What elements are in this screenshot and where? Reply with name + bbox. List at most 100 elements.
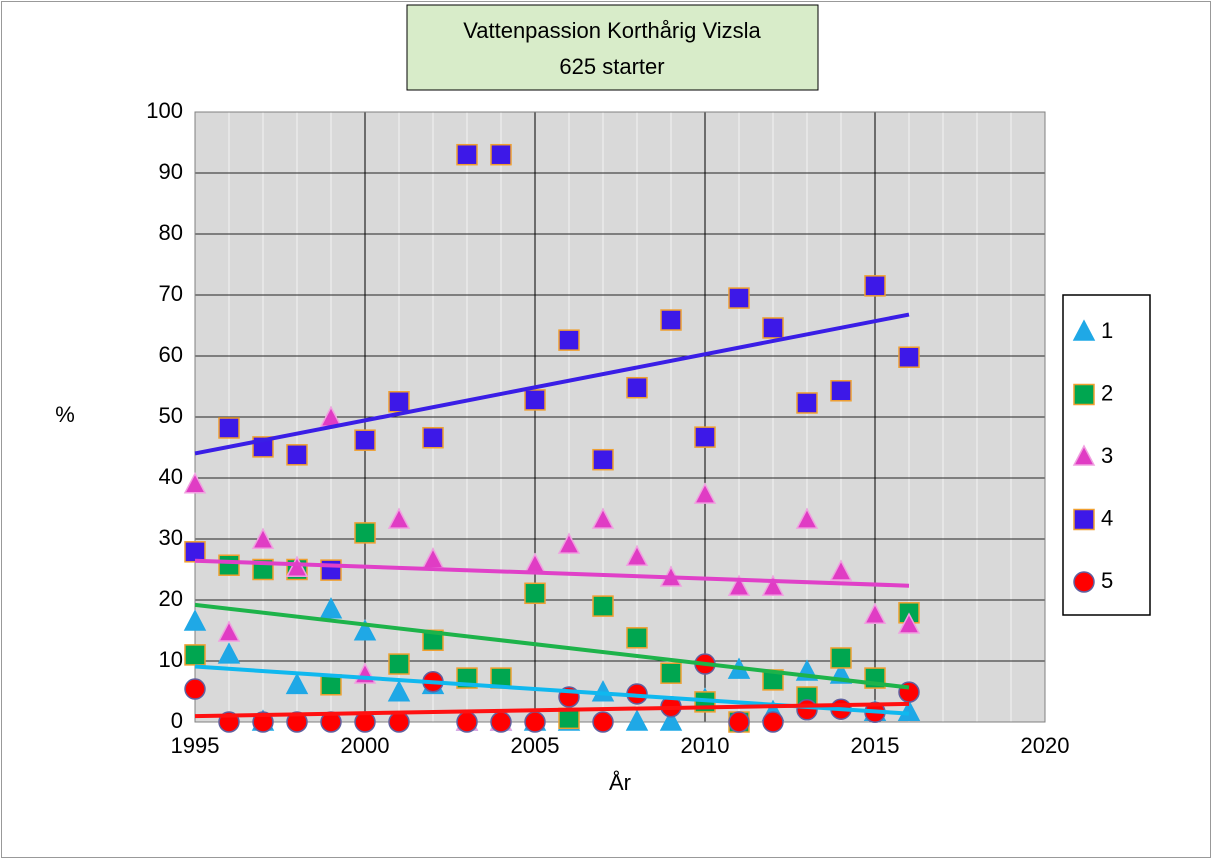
marker xyxy=(660,309,682,331)
marker xyxy=(524,389,546,411)
trendline xyxy=(194,602,910,690)
marker xyxy=(524,711,546,733)
marker xyxy=(829,559,853,581)
marker xyxy=(830,380,852,402)
marker xyxy=(659,709,683,731)
marker xyxy=(591,507,615,529)
y-tick-label: 70 xyxy=(159,281,183,306)
marker xyxy=(490,143,512,166)
marker xyxy=(1073,383,1095,406)
marker xyxy=(1072,444,1096,466)
marker xyxy=(592,711,614,733)
y-tick-label: 80 xyxy=(159,220,183,245)
marker xyxy=(387,680,411,702)
y-tick-label: 10 xyxy=(159,647,183,672)
marker xyxy=(183,472,207,494)
marker xyxy=(864,275,886,297)
marker xyxy=(422,629,444,652)
marker xyxy=(217,620,241,642)
marker xyxy=(795,507,819,529)
marker xyxy=(1073,571,1095,593)
marker xyxy=(456,143,478,166)
marker xyxy=(694,426,716,448)
marker xyxy=(285,672,309,695)
marker xyxy=(796,699,818,721)
legend-label: 4 xyxy=(1101,505,1113,530)
x-axis-label: År xyxy=(609,770,631,795)
marker xyxy=(320,559,342,581)
marker xyxy=(592,448,614,471)
marker xyxy=(660,662,682,684)
marker xyxy=(761,574,785,596)
marker xyxy=(184,678,206,700)
trendline xyxy=(194,312,910,456)
marker xyxy=(354,522,376,544)
chart-title: Vattenpassion Korthårig Vizsla xyxy=(463,18,761,43)
marker xyxy=(184,541,206,563)
y-tick-label: 100 xyxy=(146,98,183,123)
y-tick-label: 90 xyxy=(159,159,183,184)
marker xyxy=(898,346,920,368)
y-axis-label: % xyxy=(55,402,75,427)
chart-title: 625 starter xyxy=(559,54,664,79)
marker xyxy=(625,544,649,567)
y-tick-label: 20 xyxy=(159,586,183,611)
marker xyxy=(625,709,649,731)
marker xyxy=(319,597,343,619)
marker xyxy=(1073,508,1095,531)
x-tick-label: 2015 xyxy=(851,733,900,758)
marker xyxy=(251,527,275,549)
title-box xyxy=(406,4,819,91)
trendline xyxy=(194,558,910,588)
marker xyxy=(456,711,478,733)
legend-label: 1 xyxy=(1101,318,1113,343)
marker xyxy=(863,602,887,624)
marker xyxy=(796,392,818,414)
marker xyxy=(626,376,648,399)
marker xyxy=(728,287,750,309)
marker xyxy=(388,653,410,675)
marker xyxy=(762,711,784,733)
x-tick-label: 2020 xyxy=(1021,733,1070,758)
marker xyxy=(285,555,309,578)
marker xyxy=(388,391,410,413)
x-tick-label: 2010 xyxy=(681,733,730,758)
legend: 1 2 3 4 5 xyxy=(1062,294,1151,616)
marker xyxy=(558,329,580,351)
marker xyxy=(218,554,240,576)
legend-box xyxy=(1062,294,1151,616)
marker xyxy=(353,619,377,641)
y-tick-label: 30 xyxy=(159,525,183,550)
marker xyxy=(1072,319,1096,341)
x-tick-label: 1995 xyxy=(171,733,220,758)
marker xyxy=(728,711,750,733)
marker xyxy=(897,612,921,634)
marker xyxy=(218,417,240,439)
marker xyxy=(184,644,206,666)
marker xyxy=(524,582,546,605)
marker xyxy=(693,482,717,504)
marker xyxy=(183,609,207,631)
marker xyxy=(762,317,784,339)
marker xyxy=(727,574,751,596)
marker xyxy=(592,595,614,617)
y-tick-label: 0 xyxy=(171,708,183,733)
marker xyxy=(422,426,444,449)
x-tick-label: 2005 xyxy=(511,733,560,758)
marker xyxy=(490,711,512,733)
marker xyxy=(626,627,648,649)
marker xyxy=(286,711,308,733)
marker xyxy=(387,507,411,529)
y-tick-label: 60 xyxy=(159,342,183,367)
marker xyxy=(830,647,852,669)
x-tick-label: 2000 xyxy=(341,733,390,758)
marker xyxy=(217,642,241,664)
marker xyxy=(897,699,921,721)
plot-border xyxy=(194,111,1046,723)
marker xyxy=(354,429,376,451)
trendline xyxy=(194,701,910,719)
marker xyxy=(557,532,581,554)
y-tick-label: 40 xyxy=(159,464,183,489)
legend-label: 5 xyxy=(1101,568,1113,593)
